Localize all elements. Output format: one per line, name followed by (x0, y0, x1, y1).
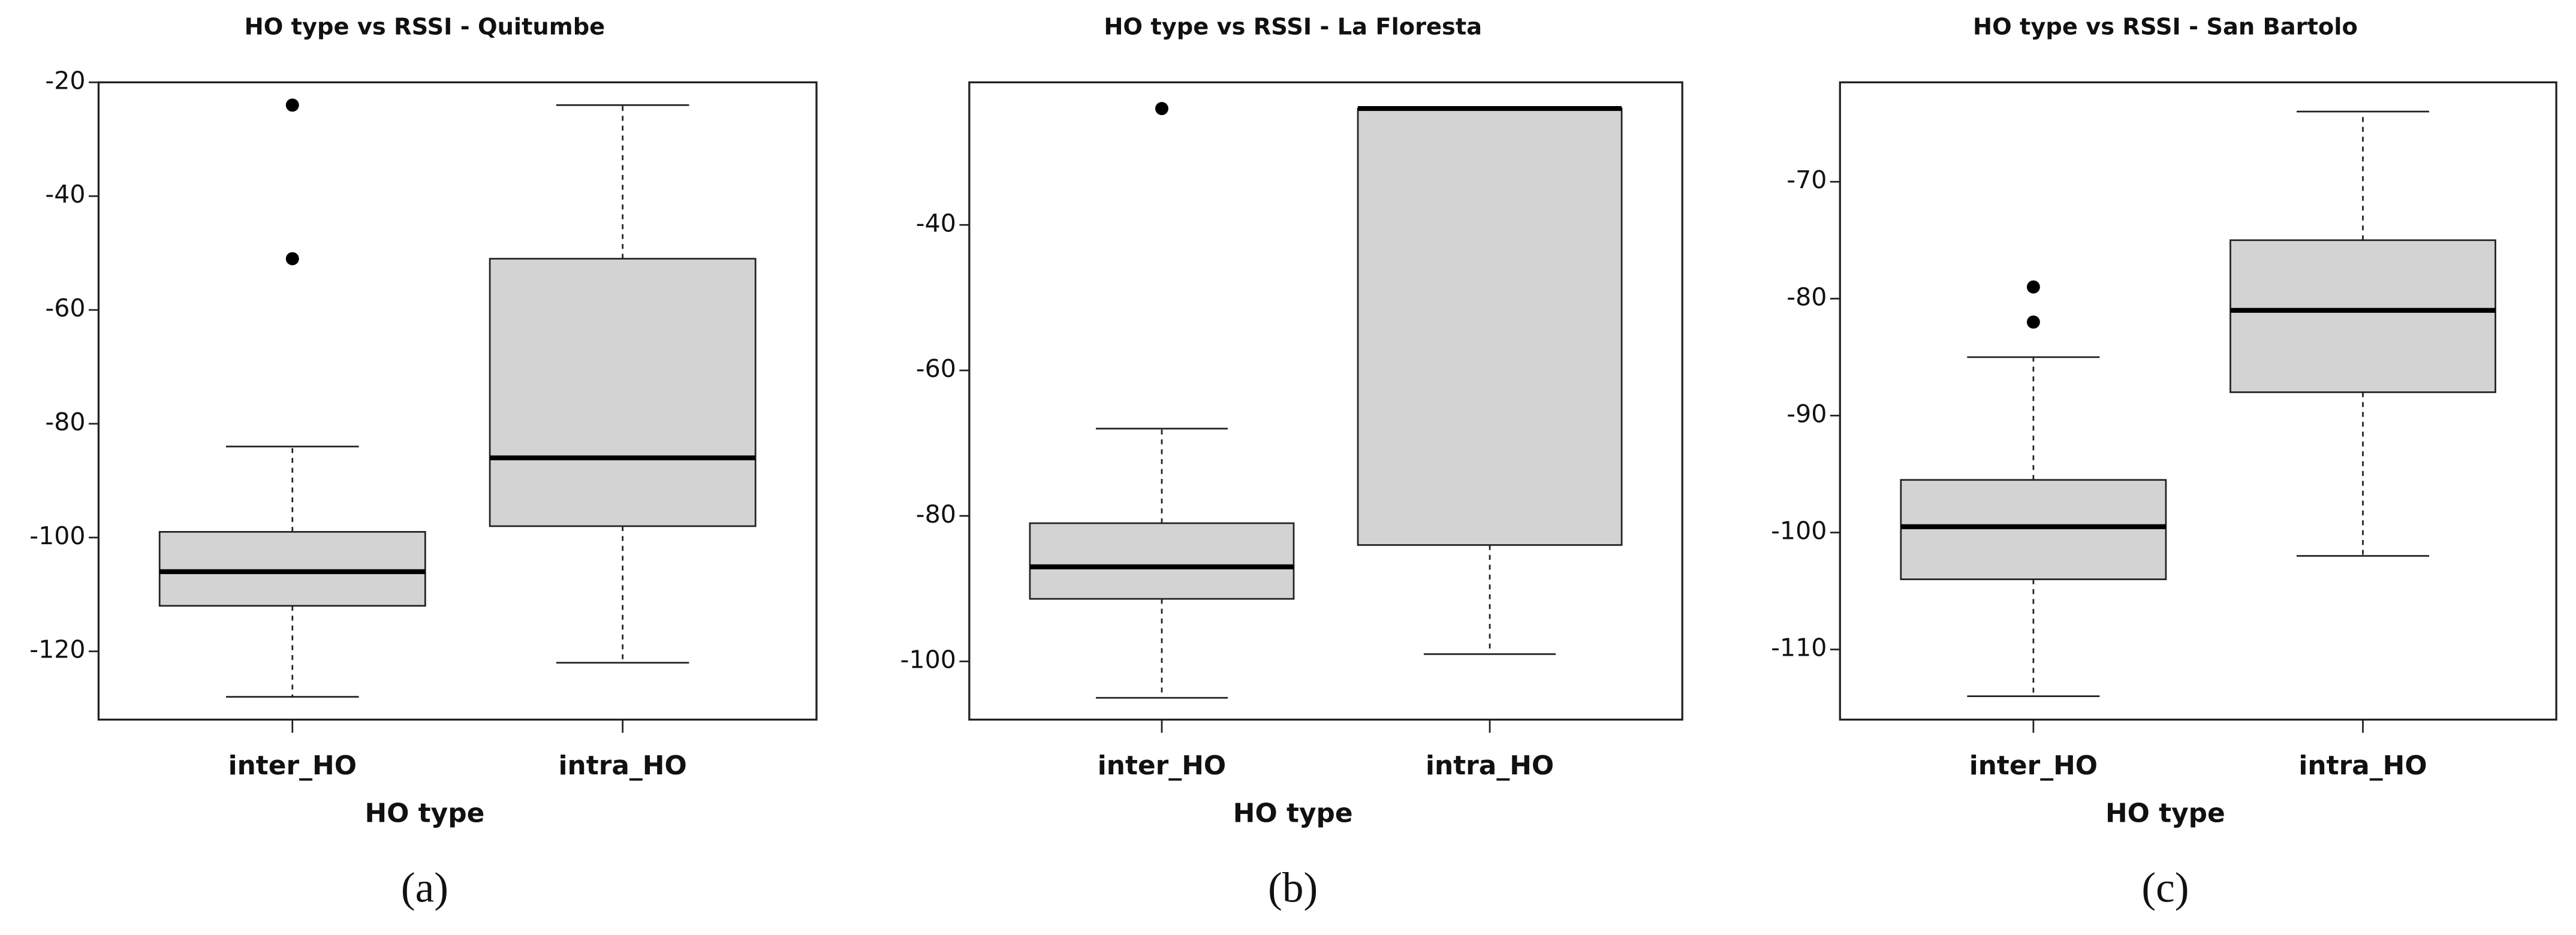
outlier (2026, 315, 2040, 329)
y-tick-label: -120 (29, 635, 85, 664)
x-axis-label: HO type (2105, 798, 2225, 829)
plot-frame (968, 81, 1683, 721)
y-tick-label: -100 (29, 521, 85, 550)
box (158, 530, 426, 607)
box (1900, 479, 2167, 580)
outlier (1155, 102, 1168, 116)
y-tick-label: -20 (45, 66, 85, 95)
outlier (285, 98, 299, 112)
x-tick-label: inter_HO (1969, 750, 2098, 781)
y-tick-label: -100 (1771, 516, 1827, 545)
chart-title: HO type vs RSSI - La Floresta (1104, 13, 1482, 40)
x-axis-label: HO type (1233, 798, 1353, 829)
panel-caption: (b) (1268, 865, 1318, 912)
box (2229, 239, 2496, 393)
outlier (285, 252, 299, 266)
box (1357, 107, 1623, 546)
x-tick-label: intra_HO (1426, 750, 1554, 781)
chart-title: HO type vs RSSI - Quitumbe (245, 13, 605, 40)
x-tick-label: inter_HO (1098, 750, 1226, 781)
y-tick-label: -90 (1786, 399, 1827, 428)
y-tick-label: -70 (1786, 165, 1827, 194)
y-tick-label: -110 (1771, 634, 1827, 662)
panel-caption: (a) (401, 865, 448, 912)
x-axis-label: HO type (364, 798, 484, 829)
box (1029, 522, 1295, 600)
y-tick-label: -100 (900, 646, 956, 674)
outlier (2026, 280, 2040, 294)
plot-frame (1839, 81, 2557, 721)
y-tick-label: -40 (916, 209, 956, 237)
chart-title: HO type vs RSSI - San Bartolo (1973, 13, 2358, 40)
y-tick-label: -80 (916, 500, 956, 529)
y-tick-label: -40 (45, 180, 85, 209)
y-tick-label: -60 (916, 354, 956, 383)
y-tick-label: -80 (45, 408, 85, 436)
box (489, 258, 757, 527)
y-tick-label: -80 (1786, 282, 1827, 311)
x-tick-label: intra_HO (559, 750, 687, 781)
plot-frame (97, 81, 818, 721)
x-tick-label: intra_HO (2298, 750, 2427, 781)
y-tick-label: -60 (45, 294, 85, 322)
x-tick-label: inter_HO (228, 750, 357, 781)
panel-caption: (c) (2141, 865, 2189, 912)
